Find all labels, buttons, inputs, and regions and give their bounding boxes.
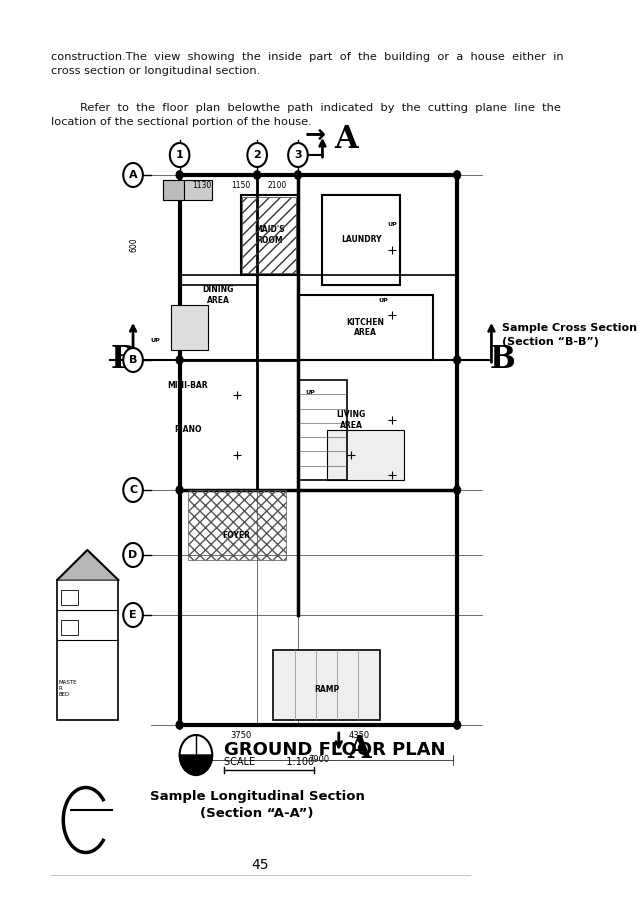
Text: A: A bbox=[347, 734, 371, 766]
Bar bbox=[298, 295, 433, 360]
Circle shape bbox=[179, 735, 212, 775]
Bar bbox=[172, 305, 208, 350]
Text: LAUNDRY: LAUNDRY bbox=[341, 235, 382, 244]
Bar bbox=[179, 285, 257, 360]
Text: UP: UP bbox=[150, 337, 160, 343]
Text: MASTE
R
BED: MASTE R BED bbox=[59, 680, 77, 696]
Text: GROUND FLOOR PLAN: GROUND FLOOR PLAN bbox=[225, 741, 446, 759]
Bar bbox=[241, 195, 298, 275]
Text: 600: 600 bbox=[130, 238, 139, 253]
Circle shape bbox=[176, 721, 183, 729]
Text: 7900: 7900 bbox=[308, 756, 329, 765]
Bar bbox=[298, 380, 347, 480]
Circle shape bbox=[123, 603, 143, 627]
Text: UP: UP bbox=[306, 391, 315, 395]
Text: →: → bbox=[304, 123, 325, 147]
Text: E: E bbox=[130, 610, 137, 620]
Bar bbox=[184, 180, 212, 200]
Bar bbox=[61, 620, 78, 635]
Circle shape bbox=[454, 486, 461, 494]
Text: A: A bbox=[129, 170, 137, 180]
Circle shape bbox=[295, 171, 301, 179]
Text: Refer  to  the  floor  plan  belowthe  path  indicated  by  the  cutting  plane : Refer to the floor plan belowthe path in… bbox=[50, 103, 561, 127]
Text: MINI-BAR: MINI-BAR bbox=[167, 381, 208, 390]
Circle shape bbox=[123, 478, 143, 502]
Text: A: A bbox=[335, 124, 359, 155]
Text: DINING
AREA: DINING AREA bbox=[203, 285, 234, 305]
Circle shape bbox=[176, 486, 183, 494]
Circle shape bbox=[123, 163, 143, 187]
Text: B: B bbox=[490, 345, 516, 375]
Circle shape bbox=[170, 143, 189, 167]
Bar bbox=[61, 590, 78, 605]
Text: SCALE          1:100: SCALE 1:100 bbox=[225, 757, 315, 767]
Text: FOYER: FOYER bbox=[223, 530, 251, 539]
Circle shape bbox=[176, 356, 183, 364]
Text: 2: 2 bbox=[253, 150, 261, 160]
Bar bbox=[163, 180, 184, 200]
Text: MAID'S
ROOM: MAID'S ROOM bbox=[254, 226, 285, 244]
Bar bbox=[327, 430, 404, 480]
Bar bbox=[274, 650, 380, 720]
Text: 1: 1 bbox=[175, 150, 184, 160]
Circle shape bbox=[123, 543, 143, 567]
Text: B: B bbox=[110, 345, 136, 375]
Text: 4350: 4350 bbox=[348, 731, 370, 740]
Text: PIANO: PIANO bbox=[174, 426, 202, 435]
Text: UP: UP bbox=[387, 223, 397, 227]
Circle shape bbox=[454, 171, 461, 179]
Bar bbox=[242, 197, 296, 273]
Text: D: D bbox=[128, 550, 138, 560]
Circle shape bbox=[288, 143, 308, 167]
Circle shape bbox=[454, 721, 461, 729]
Text: 3: 3 bbox=[294, 150, 302, 160]
Bar bbox=[322, 195, 400, 285]
Text: UP: UP bbox=[379, 298, 389, 302]
Text: construction.The  view  showing  the  inside  part  of  the  building  or  a  ho: construction.The view showing the inside… bbox=[50, 52, 563, 77]
Text: KITCHEN
AREA: KITCHEN AREA bbox=[346, 318, 384, 337]
Text: 1130: 1130 bbox=[192, 180, 211, 189]
Text: B: B bbox=[129, 355, 137, 365]
Text: Sample Cross Section
(Section “B-B”): Sample Cross Section (Section “B-B”) bbox=[502, 323, 637, 347]
Text: 45: 45 bbox=[251, 858, 269, 872]
Circle shape bbox=[254, 171, 260, 179]
Circle shape bbox=[176, 171, 183, 179]
Bar bbox=[188, 490, 286, 560]
Circle shape bbox=[248, 143, 267, 167]
Text: 1150: 1150 bbox=[231, 180, 251, 189]
Circle shape bbox=[454, 356, 461, 364]
Text: C: C bbox=[129, 485, 137, 495]
Wedge shape bbox=[179, 755, 212, 775]
Text: 3750: 3750 bbox=[230, 731, 251, 740]
Circle shape bbox=[123, 348, 143, 372]
Text: 2100: 2100 bbox=[268, 180, 287, 189]
Bar bbox=[163, 180, 181, 200]
Text: Sample Longitudinal Section
(Section “A-A”): Sample Longitudinal Section (Section “A-… bbox=[150, 790, 364, 820]
Text: RAMP: RAMP bbox=[314, 686, 339, 695]
Text: LIVING
AREA: LIVING AREA bbox=[336, 410, 366, 429]
Polygon shape bbox=[57, 550, 119, 580]
Bar bbox=[57, 580, 119, 720]
